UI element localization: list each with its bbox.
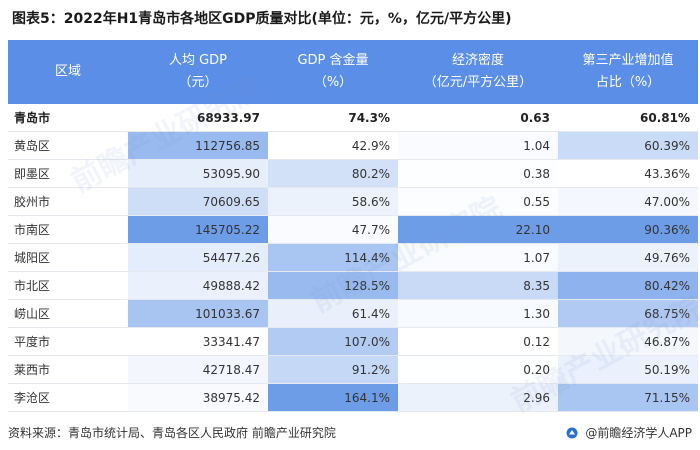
gdp-content-cell: 91.2%	[268, 355, 398, 384]
table-row: 青岛市 68933.97 74.3% 0.63 60.81%	[8, 104, 698, 132]
region-cell: 青岛市	[8, 104, 128, 132]
column-header-tertiary-share: 第三产业增加值 占比（%）	[558, 40, 698, 104]
brand-footer: @前瞻经济学人APP	[566, 424, 692, 441]
gdp-content-cell: 42.9%	[268, 131, 398, 160]
tertiary-cell: 47.00%	[558, 187, 698, 216]
gdp-content-cell: 61.4%	[268, 299, 398, 328]
brand-logo-icon	[566, 427, 578, 439]
density-cell: 0.20	[398, 355, 558, 384]
gdp-content-cell: 128.5%	[268, 271, 398, 300]
tertiary-cell: 50.19%	[558, 355, 698, 384]
gdp-per-capita-cell: 68933.97	[128, 104, 268, 132]
header-density-line2: （亿元/平方公里）	[423, 75, 533, 90]
header-tertiary-line1: 第三产业增加值	[582, 53, 674, 68]
region-cell: 即墨区	[8, 159, 128, 188]
gdp-per-capita-cell: 38975.42	[128, 383, 268, 412]
table-row: 崂山区 101033.67 61.4% 1.30 68.75%	[8, 299, 698, 328]
region-cell: 黄岛区	[8, 131, 128, 160]
density-cell: 1.04	[398, 131, 558, 160]
density-cell: 2.96	[398, 383, 558, 412]
tertiary-cell: 43.36%	[558, 159, 698, 188]
tertiary-cell: 90.36%	[558, 215, 698, 244]
tertiary-cell: 71.15%	[558, 383, 698, 412]
table-row: 市南区 145705.22 47.7% 22.10 90.36%	[8, 215, 698, 244]
density-cell: 0.63	[398, 104, 558, 132]
gdp-content-cell: 107.0%	[268, 327, 398, 356]
table-row: 李沧区 38975.42 164.1% 2.96 71.15%	[8, 383, 698, 412]
table-row: 莱西市 42718.47 91.2% 0.20 50.19%	[8, 355, 698, 384]
gdp-per-capita-cell: 145705.22	[128, 215, 268, 244]
table-title: 图表5：2022年H1青岛市各地区GDP质量对比(单位：元，%，亿元/平方公里)	[12, 11, 512, 27]
gdp-per-capita-cell: 33341.47	[128, 327, 268, 356]
region-cell: 城阳区	[8, 243, 128, 272]
region-cell: 莱西市	[8, 355, 128, 384]
density-cell: 1.30	[398, 299, 558, 328]
region-cell: 李沧区	[8, 383, 128, 412]
gdp-content-cell: 47.7%	[268, 215, 398, 244]
gdp-quality-table: 区域 人均 GDP （元） GDP 含金量 （%） 经济密度 （亿元/平方公里）…	[8, 40, 698, 412]
region-cell: 平度市	[8, 327, 128, 356]
table-row: 黄岛区 112756.85 42.9% 1.04 60.39%	[8, 131, 698, 160]
gdp-content-cell: 164.1%	[268, 383, 398, 412]
region-cell: 胶州市	[8, 187, 128, 216]
density-cell: 0.12	[398, 327, 558, 356]
table-row: 城阳区 54477.26 114.4% 1.07 49.76%	[8, 243, 698, 272]
gdp-content-cell: 58.6%	[268, 187, 398, 216]
header-tertiary-line2: 占比（%）	[595, 75, 661, 90]
gdp-per-capita-cell: 112756.85	[128, 131, 268, 160]
header-density-line1: 经济密度	[451, 53, 504, 68]
header-gdp-content-line1: GDP 含金量	[297, 53, 369, 68]
header-gdp-per-capita-line2: （元）	[178, 75, 218, 90]
gdp-per-capita-cell: 101033.67	[128, 299, 268, 328]
gdp-content-cell: 114.4%	[268, 243, 398, 272]
gdp-per-capita-cell: 49888.42	[128, 271, 268, 300]
table-row: 胶州市 70609.65 58.6% 0.55 47.00%	[8, 187, 698, 216]
gdp-per-capita-cell: 53095.90	[128, 159, 268, 188]
header-region-label: 区域	[54, 64, 81, 79]
header-gdp-per-capita-line1: 人均 GDP	[168, 53, 228, 68]
table-row: 市北区 49888.42 128.5% 8.35 80.42%	[8, 271, 698, 300]
table-row: 即墨区 53095.90 80.2% 0.38 43.36%	[8, 159, 698, 188]
tertiary-cell: 80.42%	[558, 271, 698, 300]
region-cell: 市南区	[8, 215, 128, 244]
tertiary-cell: 60.39%	[558, 131, 698, 160]
tertiary-cell: 46.87%	[558, 327, 698, 356]
tertiary-cell: 60.81%	[558, 104, 698, 132]
header-gdp-content-line2: （%）	[313, 75, 353, 90]
column-header-region: 区域	[8, 40, 128, 104]
region-cell: 市北区	[8, 271, 128, 300]
density-cell: 22.10	[398, 215, 558, 244]
density-cell: 1.07	[398, 243, 558, 272]
column-header-economic-density: 经济密度 （亿元/平方公里）	[398, 40, 558, 104]
header-row: 区域 人均 GDP （元） GDP 含金量 （%） 经济密度 （亿元/平方公里）…	[8, 40, 698, 104]
density-cell: 0.55	[398, 187, 558, 216]
brand-label: @前瞻经济学人APP	[585, 426, 692, 440]
table-row: 平度市 33341.47 107.0% 0.12 46.87%	[8, 327, 698, 356]
gdp-per-capita-cell: 54477.26	[128, 243, 268, 272]
region-cell: 崂山区	[8, 299, 128, 328]
density-cell: 0.38	[398, 159, 558, 188]
gdp-per-capita-cell: 42718.47	[128, 355, 268, 384]
gdp-per-capita-cell: 70609.65	[128, 187, 268, 216]
gdp-content-cell: 74.3%	[268, 104, 398, 132]
column-header-gdp-per-capita: 人均 GDP （元）	[128, 40, 268, 104]
gdp-content-cell: 80.2%	[268, 159, 398, 188]
source-note: 资料来源：青岛市统计局、青岛各区人民政府 前瞻产业研究院	[8, 426, 336, 440]
tertiary-cell: 68.75%	[558, 299, 698, 328]
tertiary-cell: 49.76%	[558, 243, 698, 272]
density-cell: 8.35	[398, 271, 558, 300]
column-header-gdp-content: GDP 含金量 （%）	[268, 40, 398, 104]
table-body: 青岛市 68933.97 74.3% 0.63 60.81% 黄岛区 112756.85 42…	[8, 104, 698, 412]
